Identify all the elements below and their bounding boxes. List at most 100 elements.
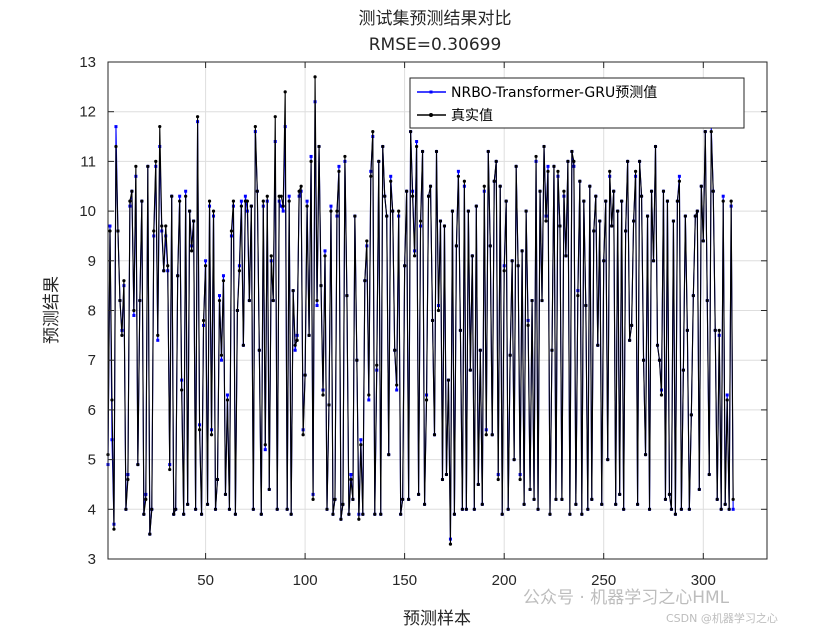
x-tick-label: 200 xyxy=(492,572,517,589)
data-point xyxy=(620,199,624,203)
data-point xyxy=(568,512,572,516)
data-point xyxy=(544,219,548,223)
data-point xyxy=(357,517,361,521)
data-point xyxy=(552,164,556,168)
data-point xyxy=(225,398,230,402)
data-point xyxy=(313,75,317,79)
data-point xyxy=(602,259,606,263)
data-point xyxy=(516,264,520,268)
data-point xyxy=(450,209,455,213)
data-point xyxy=(168,467,172,472)
data-point xyxy=(468,368,472,372)
data-point xyxy=(536,507,540,511)
data-point xyxy=(436,308,441,313)
data-point xyxy=(130,189,134,193)
data-point xyxy=(377,159,381,163)
data-point xyxy=(673,512,678,516)
x-tick-label: 100 xyxy=(293,572,318,589)
data-point xyxy=(566,159,570,163)
data-point xyxy=(241,343,245,347)
data-point xyxy=(456,169,460,173)
data-point xyxy=(110,438,114,442)
data-point xyxy=(550,348,554,352)
data-point xyxy=(707,472,711,477)
data-point xyxy=(454,244,459,248)
data-point xyxy=(494,159,498,163)
data-point xyxy=(140,199,144,203)
data-point xyxy=(681,368,685,372)
data-point xyxy=(391,209,395,213)
data-point xyxy=(114,125,118,129)
data-point xyxy=(647,507,652,511)
data-point xyxy=(375,363,379,367)
data-point xyxy=(158,125,162,129)
data-point xyxy=(255,189,259,193)
data-point xyxy=(126,477,130,482)
data-point xyxy=(594,194,598,198)
data-point xyxy=(269,254,273,258)
data-point xyxy=(721,199,725,203)
data-point xyxy=(385,214,389,218)
data-point xyxy=(464,507,468,511)
data-point xyxy=(152,229,156,233)
data-point xyxy=(325,507,329,511)
data-point xyxy=(172,512,176,516)
data-point xyxy=(273,115,277,119)
data-point xyxy=(596,343,600,347)
data-point xyxy=(120,333,124,337)
data-point xyxy=(373,512,377,516)
data-point xyxy=(538,189,542,193)
data-point xyxy=(637,159,642,163)
data-point xyxy=(315,298,319,303)
data-point xyxy=(612,189,616,193)
data-point xyxy=(480,502,484,506)
data-point xyxy=(572,159,576,163)
data-point xyxy=(154,159,158,163)
data-point xyxy=(574,502,578,506)
data-point xyxy=(190,249,194,253)
data-point xyxy=(600,502,604,506)
data-point xyxy=(170,194,174,198)
data-point xyxy=(430,318,435,323)
data-point xyxy=(207,199,212,203)
data-point xyxy=(586,507,590,511)
data-point xyxy=(227,507,232,511)
data-point xyxy=(233,512,238,516)
data-point xyxy=(689,413,693,417)
data-point xyxy=(426,194,431,198)
data-point xyxy=(506,507,510,511)
data-point xyxy=(148,532,152,536)
data-point xyxy=(243,194,247,198)
data-point xyxy=(713,328,717,332)
data-point xyxy=(225,393,229,397)
data-point xyxy=(219,358,223,362)
data-point xyxy=(719,507,723,511)
data-point xyxy=(405,189,409,193)
data-point xyxy=(434,149,439,154)
data-point xyxy=(474,204,478,208)
data-point xyxy=(558,224,562,228)
data-point xyxy=(349,477,353,482)
data-point xyxy=(178,194,182,198)
data-point xyxy=(604,199,608,203)
x-tick-label: 250 xyxy=(591,572,616,589)
data-point xyxy=(285,507,289,511)
data-point xyxy=(632,219,636,223)
data-point xyxy=(335,209,339,213)
data-point xyxy=(329,204,333,208)
data-point xyxy=(518,477,522,482)
data-point xyxy=(584,303,588,308)
data-point xyxy=(695,209,699,213)
data-point xyxy=(522,502,526,506)
data-point xyxy=(675,199,680,203)
data-point xyxy=(444,472,449,477)
data-point xyxy=(317,144,321,149)
data-point xyxy=(132,313,136,317)
data-point xyxy=(614,502,618,506)
data-point xyxy=(345,293,349,298)
data-point xyxy=(524,209,528,213)
data-point xyxy=(717,328,721,332)
data-point xyxy=(367,398,371,402)
data-point xyxy=(303,373,307,377)
